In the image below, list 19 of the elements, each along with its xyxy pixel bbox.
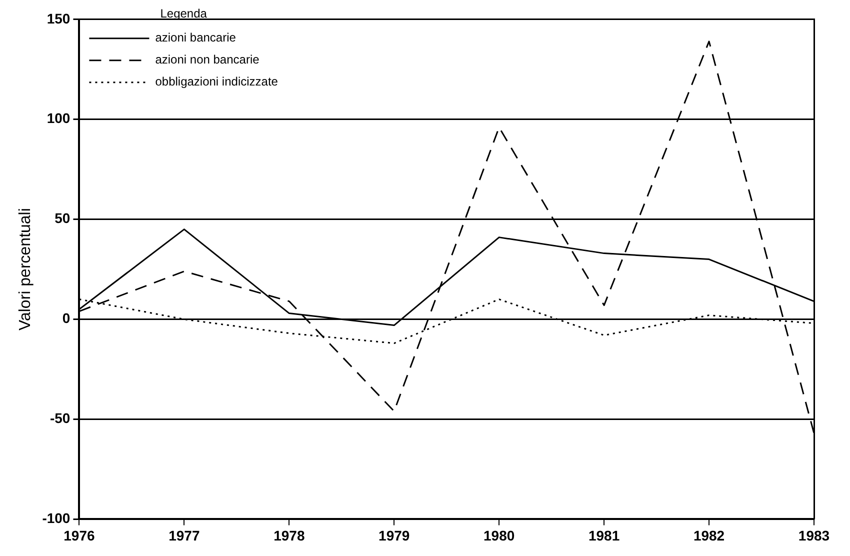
y-tick-label: -50 [50,410,70,426]
x-tick-label: 1979 [378,527,410,544]
legend-label: azioni bancarie [155,30,236,45]
x-tick-label: 1981 [588,527,620,544]
x-tick-label: 1983 [798,527,830,544]
x-tick-label: 1976 [64,527,95,544]
y-tick-label: -100 [42,510,70,526]
y-axis-title: Valori percentuali [17,208,34,331]
y-tick-label: 150 [46,10,70,26]
legend-title: Legenda [160,6,208,20]
legend-label: obbligazioni indicizzate [155,74,278,89]
legend-label: azioni non bancarie [155,52,260,67]
x-tick-label: 1978 [274,527,305,544]
x-tick-label: 1980 [484,527,515,544]
y-tick-label: 50 [54,210,70,226]
y-tick-label: 0 [62,310,70,326]
y-tick-label: 100 [46,110,70,126]
x-tick-label: 1982 [693,527,725,544]
x-tick-label: 1977 [168,527,200,544]
